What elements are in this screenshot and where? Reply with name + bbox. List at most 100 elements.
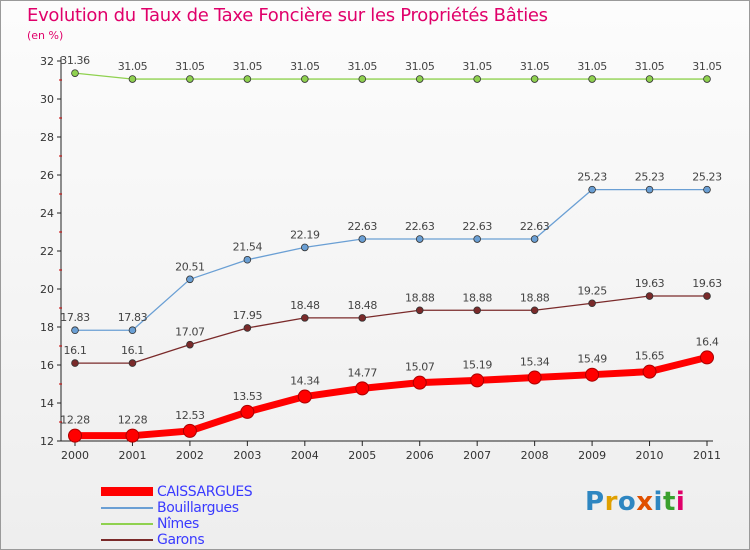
data-point bbox=[703, 185, 711, 194]
logo-letter: i bbox=[675, 487, 686, 517]
data-point bbox=[703, 75, 711, 83]
data-label: 13.53 bbox=[233, 390, 263, 403]
data-point bbox=[358, 235, 367, 243]
data-point bbox=[301, 314, 309, 322]
data-point bbox=[530, 75, 539, 83]
data-point bbox=[470, 373, 485, 388]
data-label: 18.88 bbox=[405, 291, 435, 304]
series-line-nîmes bbox=[74, 72, 708, 80]
data-label: 15.34 bbox=[520, 356, 550, 369]
data-label: 18.88 bbox=[462, 291, 492, 304]
data-label: 14.77 bbox=[348, 366, 378, 379]
logo-letter: x bbox=[636, 487, 654, 517]
data-label: 17.83 bbox=[60, 311, 90, 324]
y-tick-label: 16 bbox=[40, 359, 54, 372]
data-point bbox=[125, 428, 140, 443]
data-label: 18.88 bbox=[520, 291, 550, 304]
data-label: 25.23 bbox=[635, 171, 665, 184]
data-point bbox=[71, 326, 79, 335]
legend-swatch-caissargues bbox=[101, 487, 153, 496]
x-tick-label: 2000 bbox=[61, 449, 89, 462]
x-tick-label: 2004 bbox=[291, 449, 319, 462]
data-point bbox=[527, 370, 542, 385]
data-label: 31.05 bbox=[462, 60, 492, 73]
y-tick-label: 30 bbox=[40, 93, 54, 106]
legend-label-garons: Garons bbox=[157, 532, 205, 548]
series-line-caissargues bbox=[71, 353, 711, 440]
data-point bbox=[186, 275, 194, 284]
data-point bbox=[645, 292, 654, 300]
data-label: 22.63 bbox=[462, 220, 492, 233]
logo-letter: P bbox=[585, 487, 605, 517]
x-tick-label: 2002 bbox=[176, 449, 204, 462]
legend-swatch-nimes bbox=[101, 523, 153, 525]
x-tick-label: 2006 bbox=[406, 449, 434, 462]
data-point bbox=[186, 340, 194, 349]
data-point bbox=[243, 75, 252, 83]
data-point bbox=[355, 381, 370, 396]
data-label: 12.28 bbox=[60, 414, 90, 427]
data-point bbox=[301, 75, 309, 83]
data-label: 22.19 bbox=[290, 228, 320, 241]
y-tick-label: 14 bbox=[40, 397, 54, 410]
data-point bbox=[588, 185, 596, 194]
data-label: 25.23 bbox=[692, 171, 722, 184]
y-tick-label: 18 bbox=[40, 321, 54, 334]
data-point bbox=[473, 75, 481, 83]
data-point bbox=[297, 389, 312, 404]
series-line-bouillargues bbox=[74, 188, 708, 331]
y-tick-label: 28 bbox=[40, 131, 54, 144]
data-label: 19.63 bbox=[635, 277, 665, 290]
data-point bbox=[700, 350, 714, 365]
data-point bbox=[128, 359, 137, 367]
data-point bbox=[128, 326, 137, 335]
data-label: 31.05 bbox=[175, 60, 205, 73]
data-label: 21.54 bbox=[233, 241, 263, 254]
x-tick-label: 2001 bbox=[118, 449, 146, 462]
data-point bbox=[243, 324, 252, 332]
y-tick-label: 26 bbox=[40, 169, 54, 182]
legend-label-bouillargues: Bouillargues bbox=[157, 500, 239, 516]
data-point bbox=[530, 306, 539, 315]
data-point bbox=[642, 364, 657, 379]
logo-letter: i bbox=[653, 487, 663, 517]
data-label: 15.49 bbox=[577, 353, 607, 366]
data-label: 31.05 bbox=[348, 60, 378, 73]
data-label: 31.36 bbox=[60, 54, 90, 67]
legend-label-nimes: Nîmes bbox=[157, 516, 199, 532]
data-label: 19.63 bbox=[692, 277, 722, 290]
data-point bbox=[358, 314, 367, 322]
proxiti-logo[interactable]: Proxiti bbox=[585, 487, 685, 517]
data-point bbox=[186, 75, 194, 83]
data-point bbox=[645, 75, 654, 83]
data-label: 31.05 bbox=[635, 60, 665, 73]
chart-title: Evolution du Taux de Taxe Foncière sur l… bbox=[27, 5, 548, 26]
data-point bbox=[301, 243, 309, 252]
x-tick-label: 2009 bbox=[578, 449, 606, 462]
data-label: 17.83 bbox=[118, 311, 148, 324]
data-label: 15.19 bbox=[462, 358, 492, 371]
data-label: 17.95 bbox=[233, 309, 263, 322]
data-point bbox=[128, 75, 137, 83]
data-point bbox=[240, 404, 255, 419]
legend-swatch-garons bbox=[101, 539, 153, 541]
data-label: 14.34 bbox=[290, 375, 320, 388]
data-label: 31.05 bbox=[577, 60, 607, 73]
data-label: 18.48 bbox=[348, 299, 378, 312]
data-point bbox=[530, 235, 539, 243]
data-label: 16.4 bbox=[696, 335, 719, 348]
data-label: 17.07 bbox=[175, 326, 205, 339]
data-label: 12.53 bbox=[175, 409, 205, 422]
data-point bbox=[473, 235, 481, 243]
y-tick-label: 12 bbox=[40, 435, 54, 448]
logo-letter: r bbox=[604, 487, 618, 517]
data-label: 18.48 bbox=[290, 299, 320, 312]
data-label: 25.23 bbox=[577, 171, 607, 184]
data-label: 31.05 bbox=[290, 60, 320, 73]
data-label: 31.05 bbox=[692, 60, 722, 73]
series-line-garons bbox=[74, 295, 708, 364]
x-tick-label: 2008 bbox=[521, 449, 549, 462]
data-point bbox=[473, 306, 481, 315]
